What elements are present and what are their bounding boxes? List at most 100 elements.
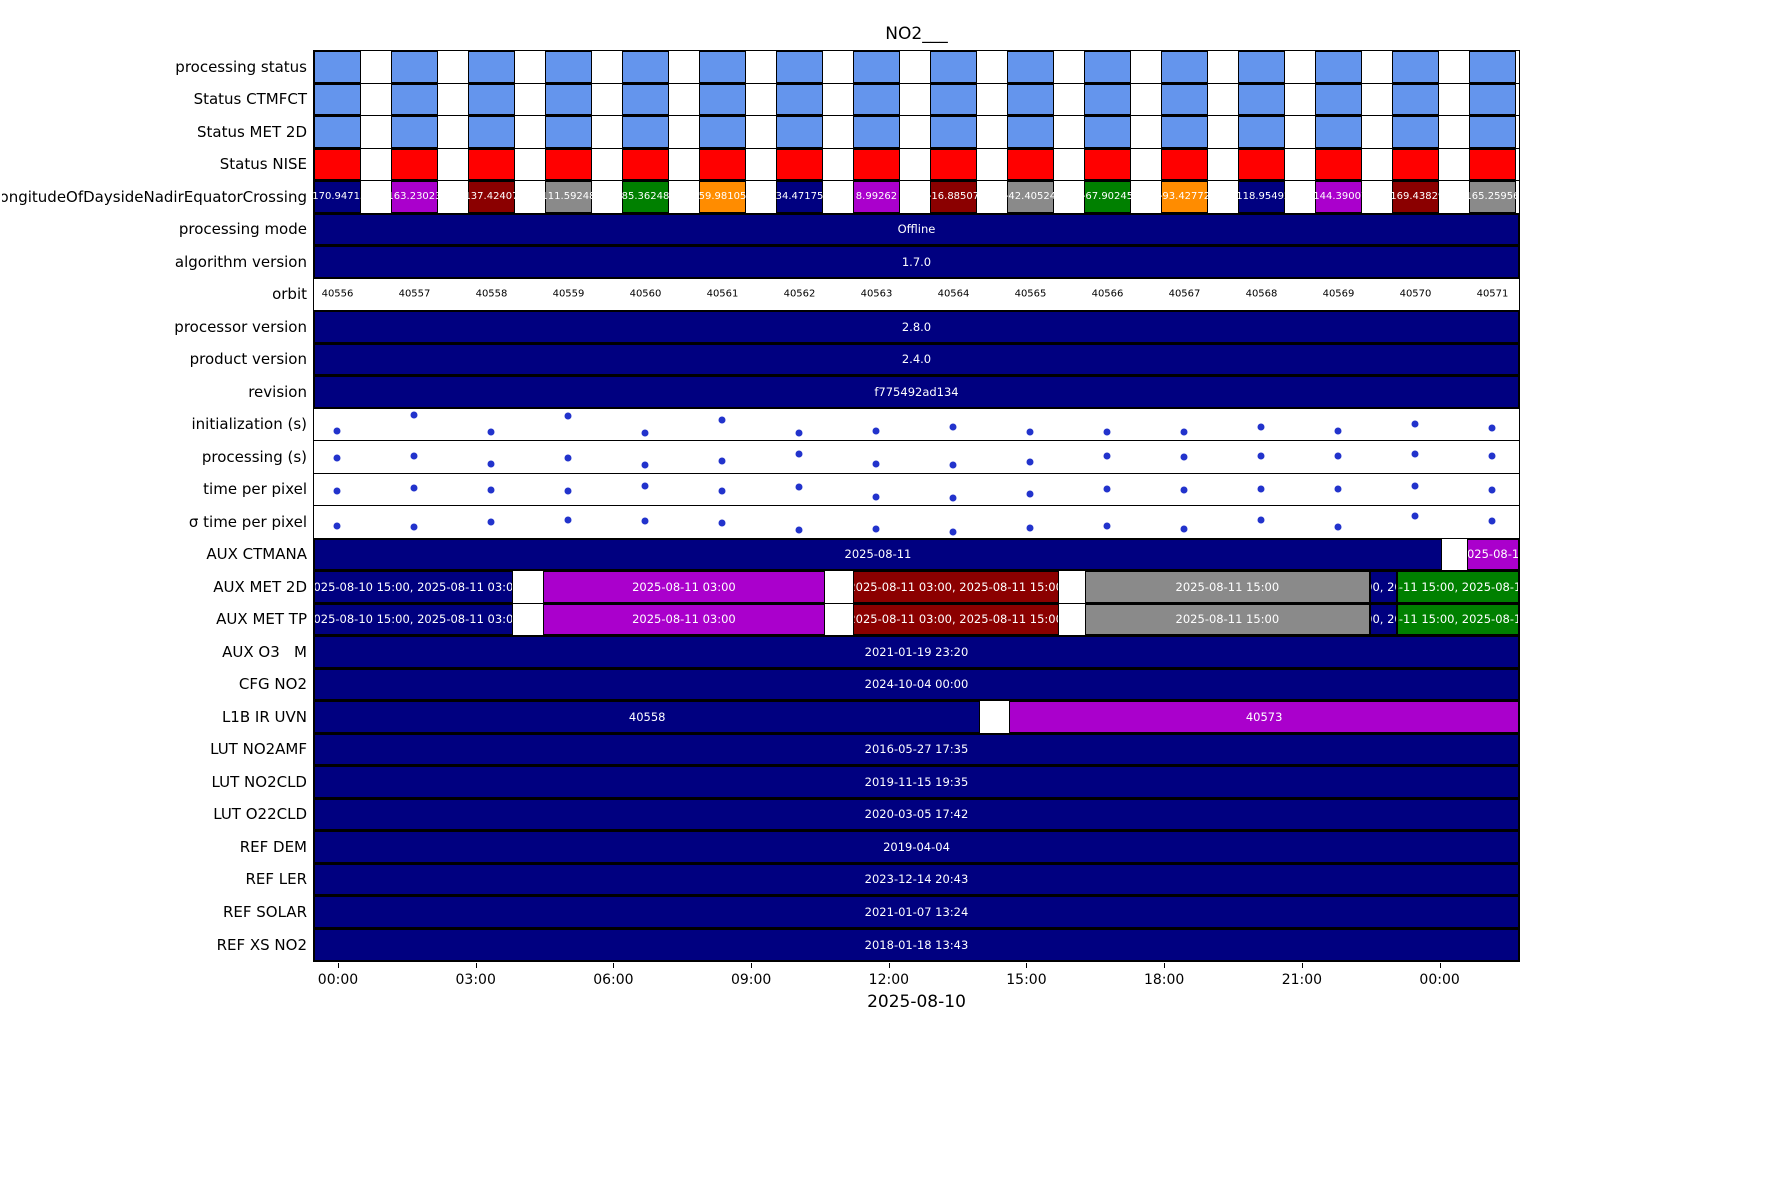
data-point-dot xyxy=(487,428,495,436)
status-block xyxy=(1006,51,1054,83)
data-point-dot xyxy=(872,493,880,501)
data-point-dot xyxy=(333,427,341,435)
status-block xyxy=(1314,116,1362,148)
row-label: orbit xyxy=(272,285,307,304)
longitude-block: 111.59248 xyxy=(541,181,596,213)
x-tick xyxy=(1301,963,1303,968)
data-point-dot xyxy=(1180,525,1188,533)
timeline-segment: 2025-08-10 15:00, 2025-08-11 03:00 xyxy=(314,603,513,635)
data-point-dot xyxy=(564,516,572,524)
data-point-dot xyxy=(410,523,418,531)
row-time-per-pixel: σ time per pixel xyxy=(189,506,1519,539)
value-bar: Offline xyxy=(314,213,1519,245)
status-block xyxy=(1391,116,1439,148)
status-block xyxy=(1314,83,1362,115)
row-label: Status MET 2D xyxy=(196,122,307,141)
timeline-segment: 2025-08-11 15:00 xyxy=(1085,571,1370,603)
data-point-dot xyxy=(1257,516,1265,524)
row-label: product version xyxy=(189,350,307,369)
data-point-dot xyxy=(564,412,572,420)
data-point-dot xyxy=(410,452,418,460)
bar-text: 2019-11-15 19:35 xyxy=(864,774,969,789)
orbit-number: 40567 xyxy=(1168,288,1201,300)
value-bar: 2023-12-14 20:43 xyxy=(314,863,1519,895)
longitude-block: -93.42772 xyxy=(1159,181,1210,213)
row-label: LUT NO2AMF xyxy=(210,740,307,759)
status-block xyxy=(775,83,823,115)
data-point-dot xyxy=(1411,482,1419,490)
bar-text: 2024-10-04 00:00 xyxy=(864,677,969,692)
segment-label: 2025-08-11 15:00, 2025-08-12 03:00 xyxy=(1398,579,1518,594)
row-longitudeofdaysidenadirequatorcrossing: LongitudeOfDaysideNadirEquatorCrossing -1… xyxy=(2,181,1520,214)
value-bar: 2021-01-19 23:20 xyxy=(314,636,1519,668)
status-block xyxy=(1237,116,1285,148)
value-bar: 2.4.0 xyxy=(314,343,1519,375)
x-tick-label: 15:00 xyxy=(1006,972,1047,988)
row-status-met-2d: Status MET 2D xyxy=(197,116,1519,149)
longitude-block: 8.99262 xyxy=(852,181,900,213)
row-label: algorithm version xyxy=(174,252,307,271)
data-point-dot xyxy=(718,487,726,495)
row-label: processing status xyxy=(175,57,307,76)
data-point-dot xyxy=(1334,452,1342,460)
row-lut-no2amf: LUT NO2AMF 2016-05-27 17:35 xyxy=(210,733,1519,766)
data-point-dot xyxy=(795,483,803,491)
longitude-block: -118.95492 xyxy=(1233,181,1290,213)
bar-text: 2.8.0 xyxy=(901,319,932,334)
longitude-block: -67.90245 xyxy=(1082,181,1133,213)
bar-text: 2020-03-05 17:42 xyxy=(864,807,969,822)
segment-label: 2025-08-11 15:00 xyxy=(1175,612,1280,627)
x-axis-date-label: 2025-08-10 xyxy=(867,992,966,1012)
bar-text: 2018-01-18 13:43 xyxy=(864,937,969,952)
status-block xyxy=(852,148,900,180)
status-block xyxy=(390,116,438,148)
orbit-number: 40559 xyxy=(552,288,585,300)
row-label: REF SOLAR xyxy=(222,902,307,921)
data-point-dot xyxy=(1334,427,1342,435)
status-block xyxy=(775,51,823,83)
status-block xyxy=(929,83,977,115)
data-point-dot xyxy=(872,427,880,435)
data-point-dot xyxy=(1180,428,1188,436)
data-point-dot xyxy=(949,423,957,431)
status-block xyxy=(1083,51,1131,83)
data-point-dot xyxy=(1180,453,1188,461)
data-point-dot xyxy=(718,519,726,527)
row-label: σ time per pixel xyxy=(188,512,307,531)
data-point-dot xyxy=(1026,458,1034,466)
status-block xyxy=(775,148,823,180)
longitude-value: -169.43829 xyxy=(1386,191,1445,203)
segment-label: 2025-08-11 15:00, 2025-08-12 03:00 xyxy=(1371,612,1397,627)
status-block xyxy=(1083,83,1131,115)
data-point-dot xyxy=(1411,420,1419,428)
x-tick xyxy=(613,963,615,968)
orbit-number: 40570 xyxy=(1399,288,1432,300)
segment-label: 2025-08-10 15:00, 2025-08-11 03:00 xyxy=(314,579,513,594)
longitude-block: -42.40524 xyxy=(1005,181,1056,213)
orbit-number: 40564 xyxy=(937,288,970,300)
status-block xyxy=(1237,51,1285,83)
row-ref-xs-no2: REF XS NO2 2018-01-18 13:43 xyxy=(217,928,1519,961)
row-label: REF DEM xyxy=(239,837,307,856)
longitude-block: 59.98105 xyxy=(699,181,746,213)
orbit-number: 40568 xyxy=(1245,288,1278,300)
data-point-dot xyxy=(487,486,495,494)
bar-text: 2021-01-07 13:24 xyxy=(864,904,969,919)
row-product-version: product version 2.4.0 xyxy=(190,343,1519,376)
status-block xyxy=(1468,51,1516,83)
row-label: LUT NO2CLD xyxy=(211,772,307,791)
x-tick-label: 06:00 xyxy=(593,972,634,988)
data-point-dot xyxy=(1103,428,1111,436)
data-point-dot xyxy=(487,460,495,468)
value-bar: 2018-01-18 13:43 xyxy=(314,928,1519,961)
longitude-value: -16.88507 xyxy=(927,191,980,203)
longitude-value: 165.25956 xyxy=(1465,191,1520,203)
status-block xyxy=(1160,83,1208,115)
status-block xyxy=(544,83,592,115)
longitude-block: -16.88507 xyxy=(927,181,980,213)
bar-text: 2.4.0 xyxy=(901,352,932,367)
timeline-segment: 2025-08-11 03:00 xyxy=(542,603,825,635)
data-point-dot xyxy=(410,484,418,492)
longitude-value: -144.39007 xyxy=(1309,191,1368,203)
timeline-segment: 40573 xyxy=(1009,701,1519,733)
